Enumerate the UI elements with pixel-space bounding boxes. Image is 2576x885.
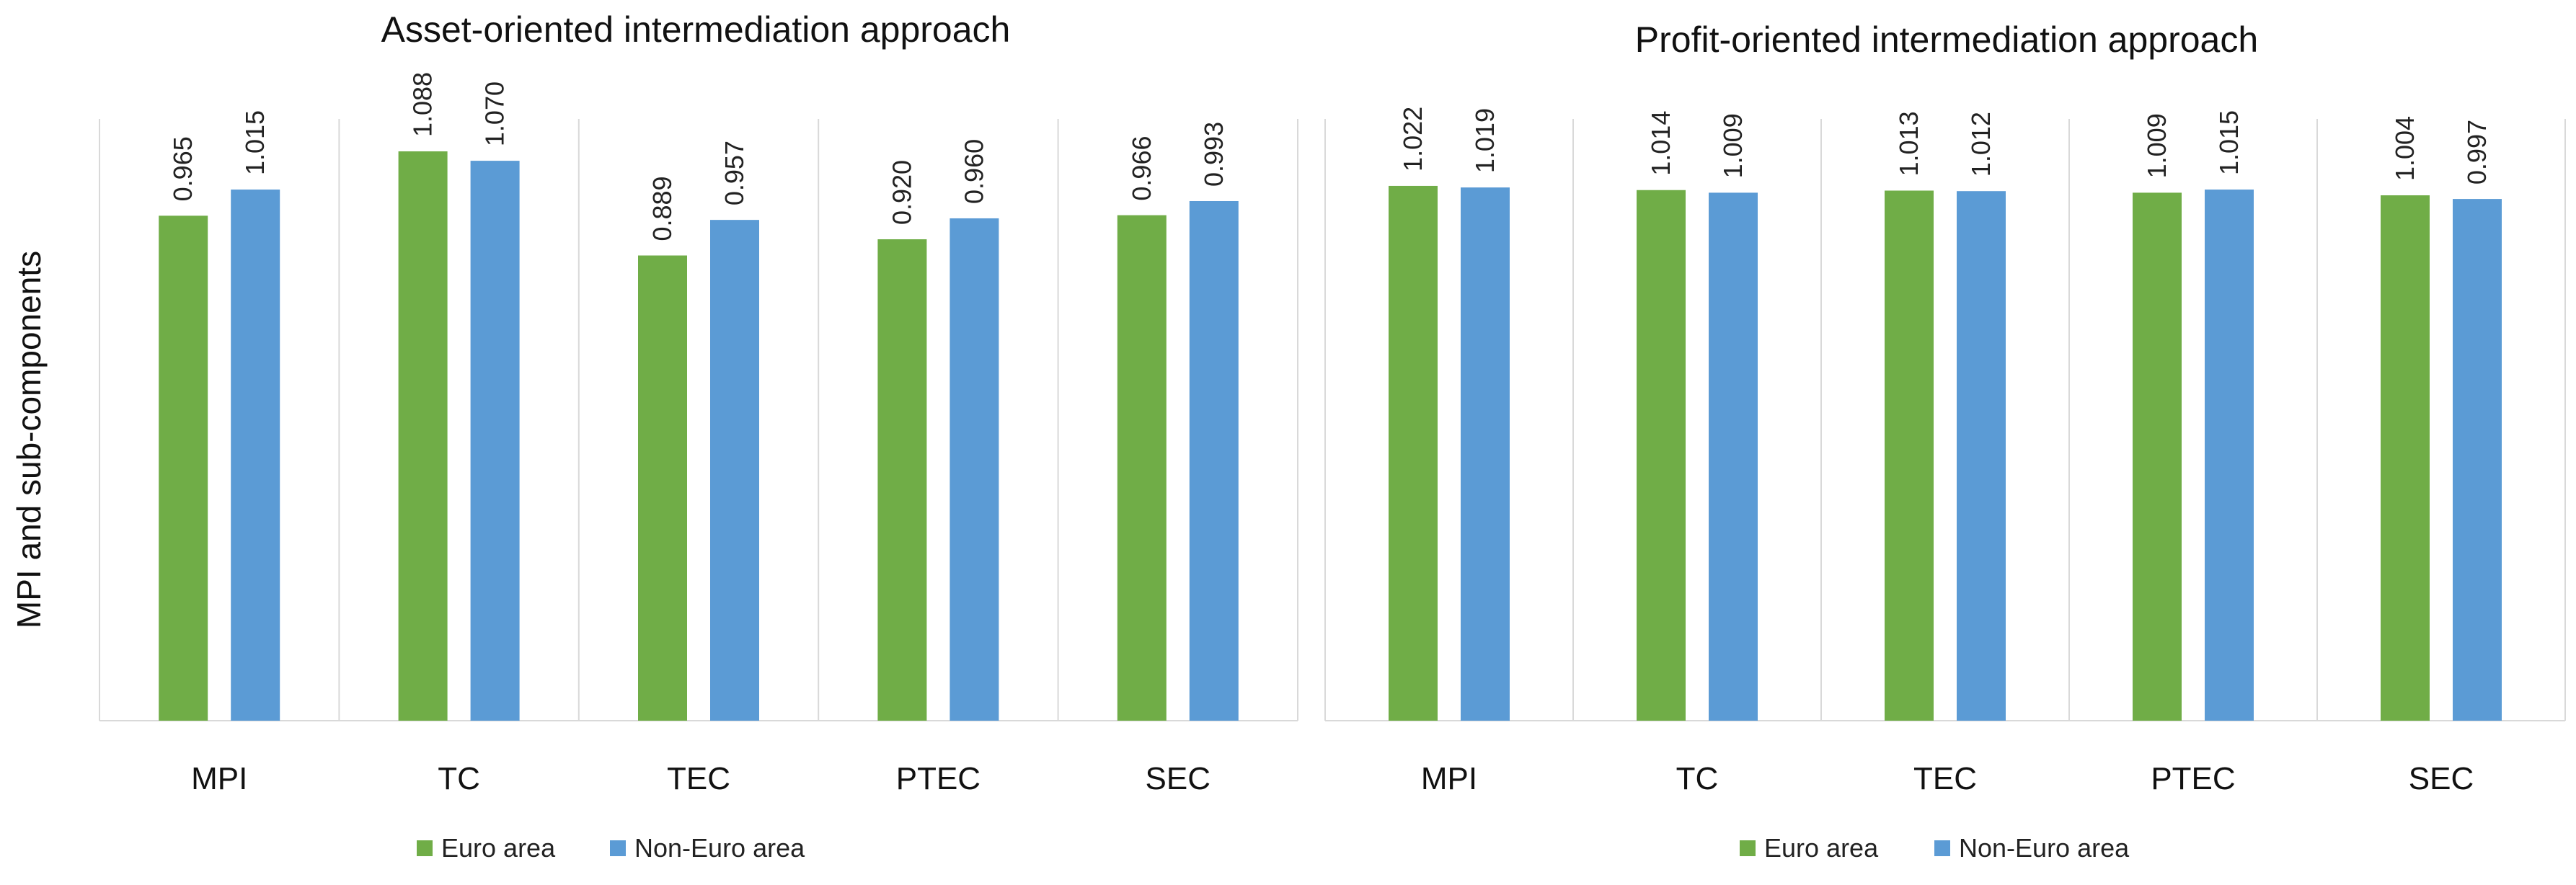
category-label: TC [1676, 761, 1719, 796]
data-label: 1.019 [1470, 108, 1500, 173]
legend-label-non-euro-area: Non-Euro area [1959, 833, 2130, 863]
bar-euro-area-mpi [1389, 185, 1438, 721]
legend-asset: Euro area Non-Euro area [417, 833, 805, 863]
category-label: TEC [1913, 761, 1977, 796]
category-label: SEC [2409, 761, 2474, 796]
bar-non-euro-area-ptec [2205, 190, 2254, 721]
category-label: MPI [1421, 761, 1477, 796]
data-label: 1.009 [1718, 113, 1748, 178]
data-label: 1.004 [2390, 116, 2420, 181]
category-label: TC [438, 761, 480, 796]
bar-euro-area-ptec [2133, 192, 2182, 721]
legend-swatch-euro-area [417, 840, 433, 856]
category-label: PTEC [2151, 761, 2235, 796]
bar-euro-area-ptec [877, 239, 927, 721]
bar-euro-area-tc [1637, 190, 1686, 721]
category-label: PTEC [896, 761, 981, 796]
data-label: 0.889 [647, 176, 677, 241]
bar-euro-area-sec [2381, 195, 2430, 721]
data-label: 1.015 [2214, 110, 2244, 175]
chart-title-profit: Profit-oriented intermediation approach [1635, 19, 2258, 60]
data-label: 1.014 [1646, 111, 1676, 176]
bar-euro-area-mpi [159, 215, 208, 721]
data-label: 1.070 [480, 81, 510, 146]
data-label: 0.965 [168, 136, 198, 201]
bar-non-euro-area-tc [470, 161, 520, 721]
bar-euro-area-sec [1117, 215, 1167, 721]
bar-non-euro-area-sec [1189, 200, 1239, 721]
legend-label-euro-area: Euro area [1764, 833, 1879, 863]
bar-non-euro-area-tec [710, 220, 759, 721]
bar-euro-area-tec [638, 255, 687, 721]
data-label: 0.960 [959, 139, 988, 204]
data-label: 1.009 [2142, 113, 2172, 178]
legend-profit: Euro area Non-Euro area [1740, 833, 2130, 863]
plot-area-asset: 0.965 1.015 MPI 1.088 1.070 TC 0.889 0.957 TEC 0.… [99, 72, 1298, 796]
data-label: 0.920 [887, 160, 916, 225]
data-label: 1.015 [240, 110, 270, 175]
panel-asset-oriented: Asset-oriented intermediation approach M… [10, 9, 1298, 863]
bar-non-euro-area-tc [1709, 192, 1758, 721]
category-label: MPI [191, 761, 247, 796]
data-label: 0.957 [720, 141, 749, 205]
plot-area-profit: 1.022 1.019 MPI 1.014 1.009 TC 1.013 1.012 TEC 1.… [1324, 107, 2566, 796]
category-label: TEC [667, 761, 730, 796]
bar-non-euro-area-mpi [231, 190, 280, 721]
chart-title-asset: Asset-oriented intermediation approach [381, 9, 1011, 50]
panel-profit-oriented: Profit-oriented intermediation approach … [1324, 19, 2566, 863]
bar-non-euro-area-mpi [1461, 187, 1510, 721]
data-label: 1.012 [1966, 112, 1996, 177]
bar-non-euro-area-tec [1957, 191, 2006, 721]
category-label: SEC [1146, 761, 1210, 796]
bar-euro-area-tec [1885, 190, 1934, 721]
y-axis-label: MPI and sub-components [10, 251, 48, 628]
data-label: 1.088 [408, 72, 438, 137]
bar-non-euro-area-ptec [950, 218, 999, 721]
legend-swatch-non-euro-area [610, 840, 626, 856]
legend-label-euro-area: Euro area [441, 833, 556, 863]
legend-swatch-euro-area [1740, 840, 1756, 856]
data-label: 0.966 [1127, 136, 1156, 201]
data-label: 1.022 [1398, 107, 1428, 172]
data-label: 0.993 [1199, 122, 1229, 187]
bar-euro-area-tc [398, 151, 448, 721]
legend-swatch-non-euro-area [1934, 840, 1950, 856]
legend-label-non-euro-area: Non-Euro area [634, 833, 805, 863]
data-label: 1.013 [1894, 111, 1924, 176]
bar-non-euro-area-sec [2453, 199, 2502, 721]
data-label: 0.997 [2462, 120, 2492, 184]
